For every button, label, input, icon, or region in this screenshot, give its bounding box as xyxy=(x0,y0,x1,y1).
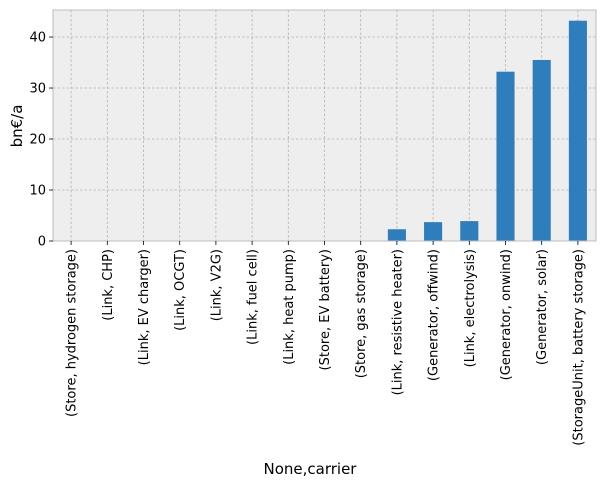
x-tick-label-2: (Link, EV charger) xyxy=(137,249,152,365)
x-tick-label-13: (Generator, solar) xyxy=(535,249,550,365)
y-tick-label-3: 30 xyxy=(29,82,46,97)
bar-14 xyxy=(568,20,587,242)
y-tick-label-1: 10 xyxy=(29,184,46,199)
bars xyxy=(387,20,587,242)
x-tick-label-5: (Link, fuel cell) xyxy=(246,249,261,345)
y-tick-label-0: 0 xyxy=(38,235,46,250)
y-axis-label: bn€/a xyxy=(8,105,26,148)
bar-12 xyxy=(496,71,515,241)
y-tick-label-2: 20 xyxy=(29,133,46,148)
x-tick-label-4: (Link, V2G) xyxy=(209,249,224,321)
x-tick-label-8: (Store, gas storage) xyxy=(354,249,369,378)
x-tick-label-14: (StorageUnit, battery storage) xyxy=(571,249,586,446)
x-tick-label-12: (Generator, onwind) xyxy=(499,249,514,380)
x-axis-label: None,carrier xyxy=(264,460,358,478)
bar-13 xyxy=(532,59,551,241)
x-tick-label-11: (Link, electrolysis) xyxy=(463,249,478,367)
y-axis: 0 10 20 30 40 xyxy=(29,31,53,250)
x-tick-label-6: (Link, heat pump) xyxy=(282,249,297,365)
x-tick-label-7: (Store, EV battery) xyxy=(318,249,333,370)
x-tick-label-0: (Store, hydrogen storage) xyxy=(65,249,80,417)
bar-9 xyxy=(387,229,406,241)
y-tick-label-4: 40 xyxy=(29,31,46,46)
x-tick-label-10: (Generator, offwind) xyxy=(427,249,442,381)
x-tick-label-1: (Link, CHP) xyxy=(101,249,116,321)
x-axis: (Store, hydrogen storage) (Link, CHP) (Lin… xyxy=(65,241,586,446)
bar-10 xyxy=(424,222,443,241)
bar-11 xyxy=(460,221,479,241)
x-tick-label-3: (Link, OCGT) xyxy=(173,249,188,331)
x-tick-label-9: (Link, resistive heater) xyxy=(390,249,405,395)
